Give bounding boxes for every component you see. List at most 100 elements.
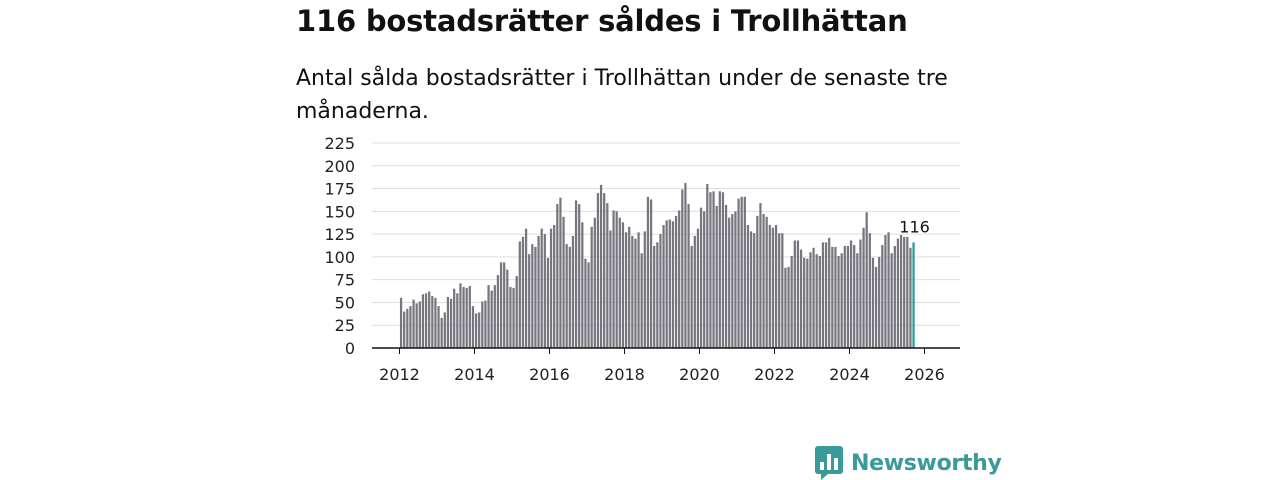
bar xyxy=(421,294,425,348)
bar xyxy=(653,245,656,348)
bar xyxy=(787,266,790,348)
x-tick-label: 2020 xyxy=(679,365,720,384)
bar xyxy=(871,257,875,348)
bar xyxy=(834,246,837,348)
bar xyxy=(478,312,481,348)
bar xyxy=(856,253,859,348)
bar xyxy=(428,291,431,348)
bar xyxy=(874,266,878,348)
bar xyxy=(703,211,706,348)
bar xyxy=(831,246,834,348)
bar xyxy=(893,245,896,348)
bar xyxy=(481,301,484,348)
bar xyxy=(728,217,731,348)
bar xyxy=(753,233,756,348)
bar xyxy=(531,244,534,348)
bar xyxy=(668,219,671,348)
bar xyxy=(518,241,521,348)
y-tick-label: 75 xyxy=(335,271,355,290)
bar xyxy=(784,267,787,348)
bar xyxy=(403,311,406,348)
bar xyxy=(671,221,675,348)
y-tick-label: 100 xyxy=(324,248,355,267)
bar xyxy=(837,255,840,348)
bar xyxy=(484,300,487,348)
y-tick-label: 25 xyxy=(335,316,355,335)
bar xyxy=(793,240,796,348)
bar xyxy=(456,293,459,348)
bar xyxy=(590,226,593,348)
bar xyxy=(862,227,865,348)
y-tick-label: 125 xyxy=(324,225,355,244)
bar xyxy=(446,296,450,348)
bar xyxy=(459,283,462,348)
bar xyxy=(699,207,703,348)
bar xyxy=(859,239,862,348)
bar xyxy=(562,216,565,348)
bar xyxy=(849,240,853,348)
bar xyxy=(537,235,540,348)
x-tick-label: 2012 xyxy=(379,365,420,384)
bar xyxy=(662,225,665,348)
bar xyxy=(515,276,518,348)
bar xyxy=(415,303,418,348)
bar xyxy=(706,184,709,348)
x-tick-label: 2016 xyxy=(529,365,570,384)
bar xyxy=(718,191,721,348)
bar xyxy=(581,222,584,348)
bar xyxy=(743,196,746,348)
x-axis: 2012 2014 2016 2018 2020 2022 2024 2026 xyxy=(372,347,960,384)
bar xyxy=(709,192,712,348)
bar xyxy=(896,238,900,348)
bar xyxy=(806,258,809,348)
bar xyxy=(640,253,643,348)
bar xyxy=(549,228,553,348)
chart-subtitle: Antal sålda bostadsrätter i Trollhättan … xyxy=(296,66,948,124)
bar xyxy=(499,262,503,348)
bar xyxy=(868,233,871,348)
bar xyxy=(681,189,684,348)
bar xyxy=(556,204,559,348)
bar xyxy=(646,196,650,348)
bar xyxy=(778,233,781,348)
bar xyxy=(687,204,690,348)
x-tick-label: 2014 xyxy=(454,365,495,384)
bar xyxy=(474,313,478,348)
bar xyxy=(903,236,906,348)
bar xyxy=(565,244,568,348)
bar xyxy=(771,227,775,348)
bar xyxy=(846,245,850,348)
bar xyxy=(690,245,693,348)
bar xyxy=(496,275,500,348)
bar xyxy=(881,245,884,348)
bar xyxy=(599,184,603,348)
bar xyxy=(509,286,512,348)
bar xyxy=(637,232,640,348)
bar xyxy=(731,214,734,348)
bar xyxy=(815,254,818,348)
bar xyxy=(559,197,562,348)
bar xyxy=(443,312,446,348)
bar xyxy=(840,253,843,348)
x-tick-label: 2022 xyxy=(754,365,795,384)
bar xyxy=(649,199,653,348)
bar xyxy=(749,231,753,348)
bar xyxy=(659,234,662,348)
bar xyxy=(418,301,421,348)
bar xyxy=(768,225,771,348)
brand-name: Newsworthy xyxy=(851,450,1002,476)
bar xyxy=(756,215,759,348)
bar xyxy=(734,211,737,348)
bar xyxy=(818,255,821,348)
bar xyxy=(824,242,828,348)
bar xyxy=(465,287,468,348)
bar xyxy=(803,257,806,348)
bar xyxy=(603,193,606,348)
y-tick-label: 0 xyxy=(345,339,355,358)
bar xyxy=(656,242,659,348)
bar xyxy=(412,299,415,348)
bar xyxy=(578,204,581,348)
bar xyxy=(574,200,578,348)
bar xyxy=(568,246,571,348)
